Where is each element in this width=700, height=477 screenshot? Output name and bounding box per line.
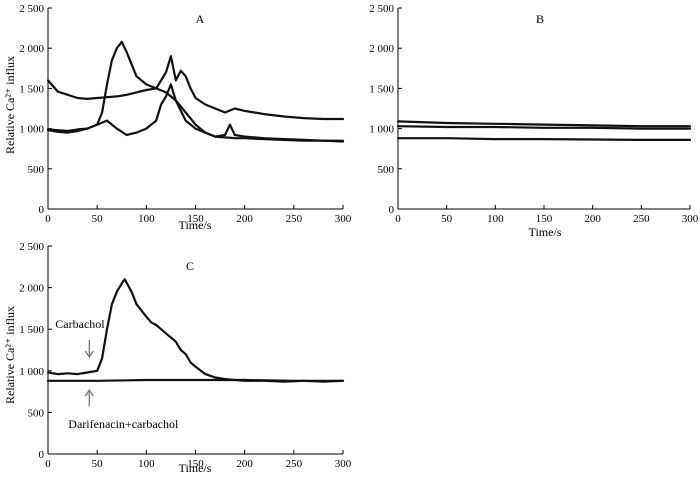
series-line-a-3	[46, 83, 345, 142]
x-tick-label-b: 250	[633, 213, 650, 225]
x-tick-label-b: 300	[682, 213, 699, 225]
arrow-up-icon	[84, 388, 94, 397]
y-tick-label-b: 0	[389, 204, 395, 216]
y-tick-label-c: 1 000	[19, 366, 44, 378]
x-tick-label-c: 200	[236, 458, 253, 470]
x-tick-label-a: 50	[92, 213, 104, 225]
plot-area-c: 0 500 1 000 1 500 2 000 2 500 0 50 100 150 200 250 3…	[19, 241, 352, 470]
annotation-label-carbachol: Carbachol	[55, 317, 105, 331]
series-line-c-2	[46, 378, 345, 382]
x-tick-label-a: 300	[335, 213, 352, 225]
y-tick-label-a: 0	[39, 204, 45, 216]
plot-area-a: 0 500 1 000 1 500 2 000 2 500 0 50 100 150 200 250 3…	[19, 3, 352, 225]
y-tick-label-a: 2 500	[19, 3, 44, 15]
x-axis-title-c: Time/s	[179, 461, 212, 475]
y-tick-label-c: 0	[39, 449, 45, 461]
x-tick-label-b: 150	[536, 213, 553, 225]
y-tick-label-a: 1 000	[19, 124, 44, 136]
x-tick-label-b: 100	[487, 213, 504, 225]
annotation-label-darifenacin: Darifenacin+carbachol	[68, 417, 179, 431]
x-tick-label-c: 300	[335, 458, 352, 470]
annotation-c-2: Darifenacin+carbachol	[68, 388, 179, 431]
panel-b: B Time/s 0 500 1 000 1 500 2 000 2 500 0 50 100 1…	[369, 3, 699, 239]
x-tick-label-b: 50	[441, 213, 453, 225]
y-tick-label-c: 2 000	[19, 283, 44, 295]
annotation-c-1: Carbachol	[55, 317, 105, 359]
panel-label-a: A	[196, 12, 205, 26]
panel-label-b: B	[536, 12, 544, 26]
panel-label-c: C	[186, 259, 194, 273]
series-line-b-3	[396, 137, 692, 141]
y-tick-label-a: 2 000	[19, 43, 44, 55]
x-tick-label-a: 0	[45, 213, 51, 225]
series-line-b-2	[396, 125, 692, 130]
y-tick-label-a: 500	[28, 164, 45, 176]
x-tick-label-a: 200	[236, 213, 253, 225]
x-axis-title-b: Time/s	[529, 225, 562, 239]
y-tick-label-c: 2 500	[19, 241, 44, 253]
plot-area-b: 0 500 1 000 1 500 2 000 2 500 0 50 100 150 200 250 3…	[369, 3, 699, 225]
x-tick-label-c: 0	[45, 458, 51, 470]
y-axis-title-a: Relative Ca²⁺ influx	[3, 56, 17, 154]
y-tick-label-c: 500	[28, 407, 45, 419]
x-tick-label-b: 200	[584, 213, 601, 225]
x-tick-label-a: 250	[286, 213, 303, 225]
y-tick-label-b: 2 000	[369, 43, 394, 55]
x-tick-label-a: 150	[187, 213, 204, 225]
y-axis-title-c: Relative Ca²⁺ influx	[3, 306, 17, 404]
y-tick-label-c: 1 500	[19, 324, 44, 336]
y-tick-label-b: 1 000	[369, 124, 394, 136]
y-tick-label-b: 2 500	[369, 3, 394, 15]
series-line-a-2	[46, 55, 345, 121]
x-tick-label-a: 100	[138, 213, 155, 225]
series-line-b-1	[396, 120, 692, 128]
x-tick-label-c: 100	[138, 458, 155, 470]
x-tick-label-b: 0	[395, 213, 401, 225]
y-tick-label-b: 500	[378, 164, 395, 176]
x-tick-label-c: 250	[286, 458, 303, 470]
x-tick-label-c: 150	[187, 458, 204, 470]
x-axis-title-a: Time/s	[179, 218, 212, 232]
y-tick-label-b: 1 500	[369, 83, 394, 95]
y-tick-label-a: 1 500	[19, 83, 44, 95]
arrow-down-icon	[84, 350, 94, 359]
x-tick-label-c: 50	[92, 458, 104, 470]
